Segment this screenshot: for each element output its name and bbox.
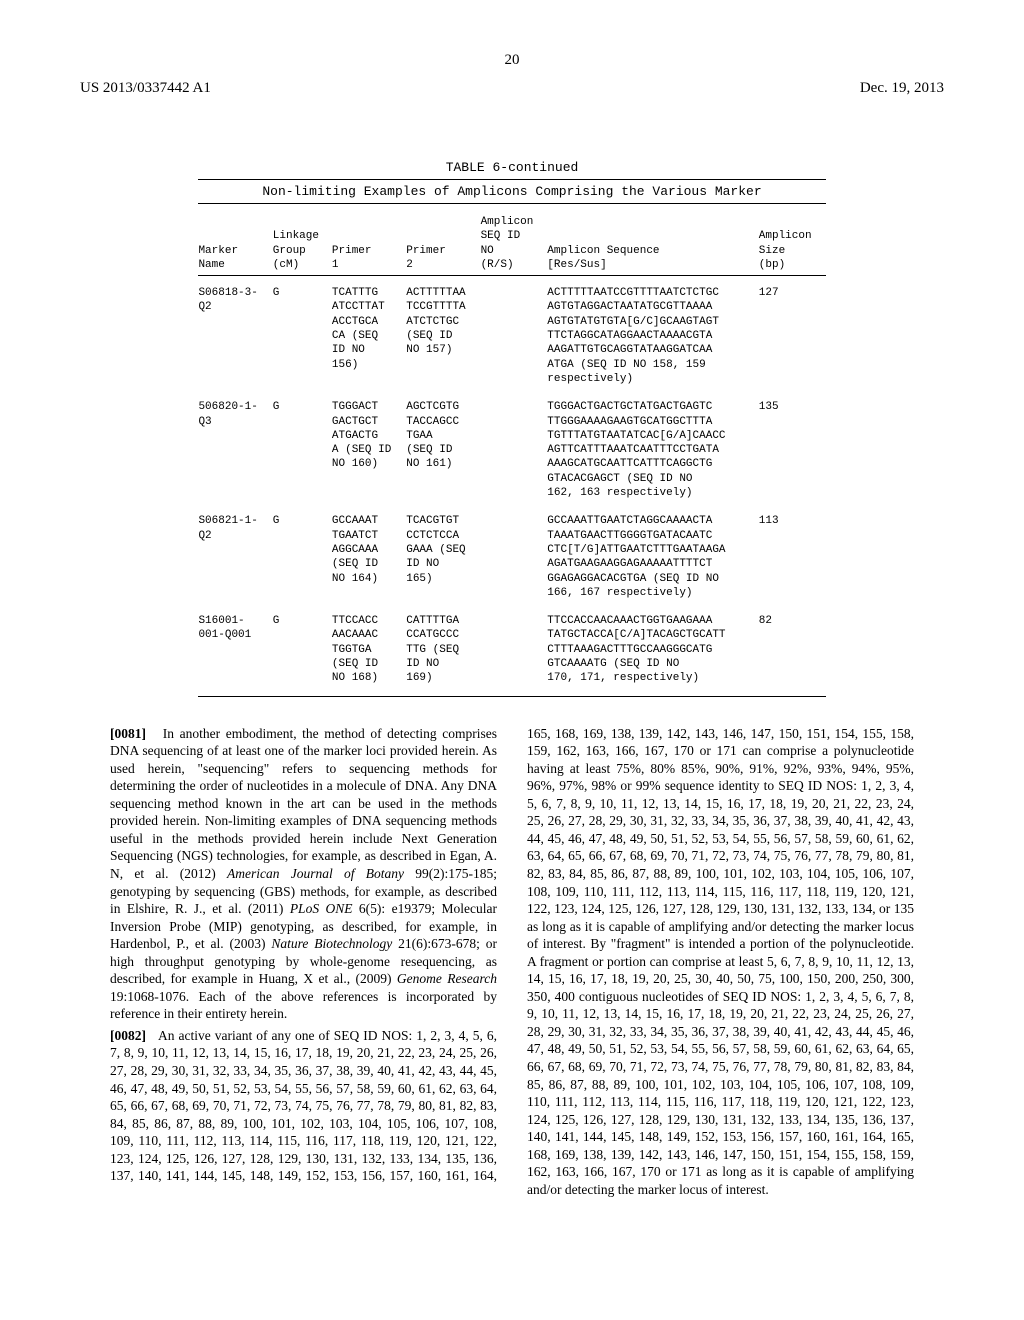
cell-size: 135	[759, 390, 826, 504]
cell-size: 113	[759, 504, 826, 604]
cell-size: 82	[759, 604, 826, 696]
cell-primer2: ACTTTTTAA TCCGTTTTA ATCTCTGC (SEQ ID NO …	[406, 276, 480, 391]
cell-primer2: TCACGTGT CCTCTCCA GAAA (SEQ ID NO 165)	[406, 504, 480, 604]
table-row: S06821-1- Q2GGCCAAAT TGAATCT AGGCAAA (SE…	[198, 504, 825, 604]
cell-ampid	[481, 390, 548, 504]
page-header: US 2013/0337442 A1 Dec. 19, 2013	[80, 80, 944, 97]
body-text: [0081] In another embodiment, the method…	[110, 725, 914, 1199]
col-primer2: Primer 2	[406, 212, 480, 276]
cell-primer1: TGGGACT GACTGCT ATGACTG A (SEQ ID NO 160…	[332, 390, 406, 504]
col-linkage: Linkage Group (cM)	[273, 212, 332, 276]
cell-linkage: G	[273, 604, 332, 696]
cell-linkage: G	[273, 390, 332, 504]
table-header-row: Marker Name Linkage Group (cM) Primer 1 …	[198, 212, 825, 276]
table-row: S06818-3- Q2GTCATTTG ATCCTTAT ACCTGCA CA…	[198, 276, 825, 391]
cell-primer1: TTCCACC AACAAAC TGGTGA (SEQ ID NO 168)	[332, 604, 406, 696]
paragraph: [0081] In another embodiment, the method…	[110, 725, 497, 1023]
page-number: 20	[0, 52, 1024, 69]
col-marker: Marker Name	[198, 212, 272, 276]
col-ampid: Amplicon SEQ ID NO (R/S)	[481, 212, 548, 276]
table-title: TABLE 6-continued	[110, 160, 914, 175]
table-subtitle: Non-limiting Examples of Amplicons Compr…	[198, 179, 825, 204]
cell-marker: S06818-3- Q2	[198, 276, 272, 391]
col-seq: Amplicon Sequence [Res/Sus]	[547, 212, 758, 276]
cell-ampid	[481, 504, 548, 604]
cell-size: 127	[759, 276, 826, 391]
cell-primer2: CATTTTGA CCATGCCC TTG (SEQ ID NO 169)	[406, 604, 480, 696]
cell-ampid	[481, 276, 548, 391]
cell-marker: 506820-1- Q3	[198, 390, 272, 504]
cell-primer1: TCATTTG ATCCTTAT ACCTGCA CA (SEQ ID NO 1…	[332, 276, 406, 391]
cell-linkage: G	[273, 504, 332, 604]
pub-number: US 2013/0337442 A1	[80, 80, 211, 97]
cell-primer2: AGCTCGTG TACCAGCC TGAA (SEQ ID NO 161)	[406, 390, 480, 504]
cell-marker: S16001- 001-Q001	[198, 604, 272, 696]
pub-date: Dec. 19, 2013	[860, 80, 944, 97]
cell-seq: TTCCACCAACAAACTGGTGAAGAAA TATGCTACCA[C/A…	[547, 604, 758, 696]
table-row: S16001- 001-Q001GTTCCACC AACAAAC TGGTGA …	[198, 604, 825, 696]
cell-marker: S06821-1- Q2	[198, 504, 272, 604]
amplicon-table: Marker Name Linkage Group (cM) Primer 1 …	[198, 212, 825, 697]
para-number: [0081]	[110, 726, 146, 741]
cell-ampid	[481, 604, 548, 696]
col-size: Amplicon Size (bp)	[759, 212, 826, 276]
cell-linkage: G	[273, 276, 332, 391]
cell-seq: TGGGACTGACTGCTATGACTGAGTC TTGGGAAAAGAAGT…	[547, 390, 758, 504]
table-row: 506820-1- Q3GTGGGACT GACTGCT ATGACTG A (…	[198, 390, 825, 504]
cell-seq: ACTTTTTAATCCGTTTTAATCTCTGC AGTGTAGGACTAA…	[547, 276, 758, 391]
cell-primer1: GCCAAAT TGAATCT AGGCAAA (SEQ ID NO 164)	[332, 504, 406, 604]
cell-seq: GCCAAATTGAATCTAGGCAAAACTA TAAATGAACTTGGG…	[547, 504, 758, 604]
col-primer1: Primer 1	[332, 212, 406, 276]
page-content: TABLE 6-continued Non-limiting Examples …	[110, 160, 914, 1198]
para-number: [0082]	[110, 1028, 146, 1043]
